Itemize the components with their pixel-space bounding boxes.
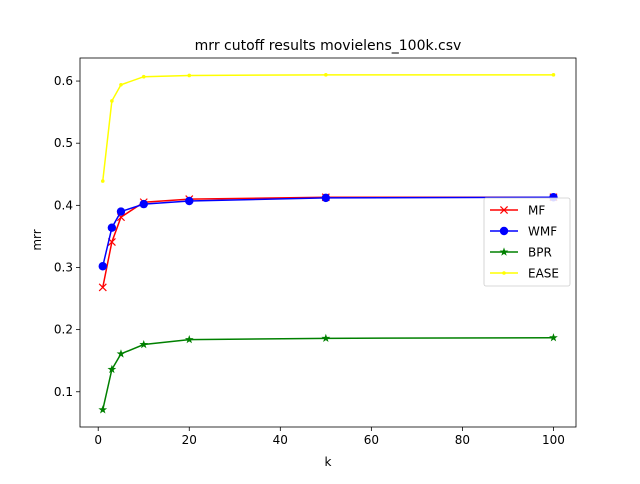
- y-tick-label: 0.5: [54, 136, 73, 150]
- legend-entry-mf: MF: [490, 204, 545, 218]
- series-bpr-marker: [549, 333, 558, 342]
- series-wmf-marker: [139, 199, 148, 209]
- y-tick-label: 0.4: [54, 198, 73, 212]
- series-wmf-marker: [321, 193, 331, 203]
- series-ease-marker: [119, 82, 123, 87]
- series-ease-marker: [551, 73, 556, 77]
- legend: [483, 197, 571, 287]
- legend-wmf-marker: [499, 226, 509, 236]
- legend-bpr-marker: [499, 247, 509, 256]
- series-bpr-marker: [98, 405, 108, 414]
- series-bpr-marker: [184, 334, 194, 344]
- series-wmf-marker: [185, 196, 194, 206]
- series-ease-marker: [187, 73, 192, 78]
- x-tick-label: 20: [182, 433, 197, 447]
- legend-label-bpr: BPR: [528, 246, 552, 260]
- y-tick-label: 0.6: [54, 74, 73, 88]
- series-wmf-marker: [116, 207, 126, 216]
- legend-mf-marker: [499, 205, 509, 215]
- series-bpr-line: [102, 336, 554, 410]
- y-tick-label: 0.3: [54, 260, 73, 274]
- series-ease-marker: [110, 99, 114, 103]
- legend-entry-wmf: WMF: [490, 225, 557, 239]
- x-tick-label: 40: [273, 433, 288, 447]
- legend-label-wmf: WMF: [528, 225, 557, 239]
- chart-title: mrr cutoff results movielens_100k.csv: [195, 38, 462, 54]
- series-ease-marker: [324, 73, 328, 77]
- series-bpr-marker: [107, 364, 117, 374]
- legend-ease-marker: [502, 271, 506, 275]
- series-wmf-marker: [98, 262, 107, 271]
- series-wmf-marker: [107, 223, 117, 232]
- series-bpr-marker: [139, 339, 149, 349]
- y-axis-label: mrr: [30, 229, 44, 250]
- legend-entry-ease: EASE: [490, 267, 559, 281]
- y-tick-label: 0.1: [54, 385, 73, 399]
- x-tick-label: 0: [94, 433, 102, 447]
- series-ease-marker: [141, 74, 146, 79]
- x-tick-label: 60: [364, 433, 379, 447]
- series-bpr-marker: [116, 349, 126, 358]
- legend-label-mf: MF: [528, 204, 545, 218]
- x-tick-label: 80: [455, 433, 470, 447]
- legend-entry-bpr: BPR: [490, 246, 552, 260]
- plot-area: [79, 57, 577, 428]
- series-ease-marker: [100, 179, 105, 183]
- series-mf-marker: [98, 283, 107, 292]
- x-axis-label: k: [325, 455, 332, 469]
- y-tick-label: 0.2: [54, 323, 73, 337]
- series-bpr-marker: [321, 333, 331, 343]
- legend-label-ease: EASE: [528, 267, 559, 281]
- series-ease-line: [102, 74, 554, 182]
- series-ease: [100, 73, 556, 183]
- series-bpr: [98, 333, 558, 414]
- x-tick-label: 100: [542, 433, 565, 447]
